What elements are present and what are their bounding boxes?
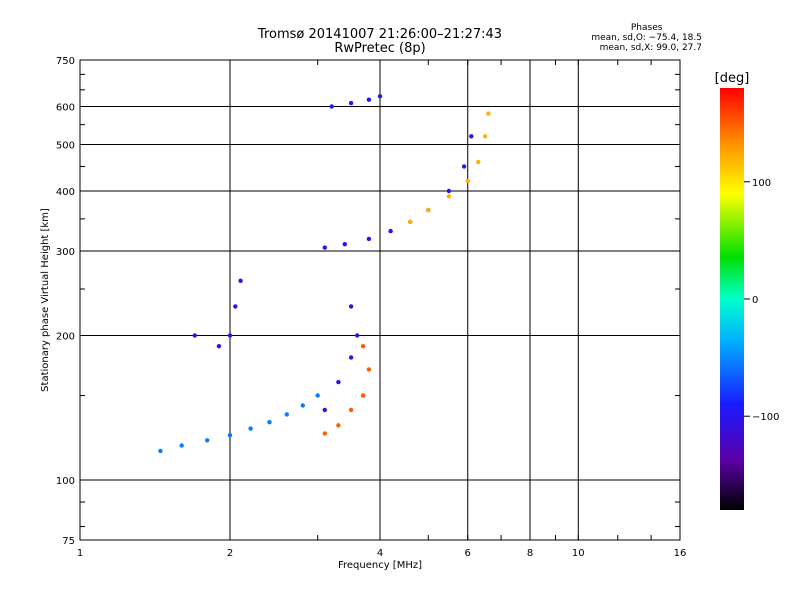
data-point	[426, 207, 431, 213]
data-point	[233, 304, 238, 309]
x-tick-label: 1	[77, 548, 83, 559]
y-tick-label: 600	[56, 103, 75, 114]
x-tick-label: 10	[572, 548, 585, 559]
data-point	[322, 245, 327, 250]
data-point	[158, 448, 163, 454]
colorbar-ticks: 100 0 −100	[744, 178, 779, 423]
data-point	[342, 242, 347, 247]
data-point	[348, 304, 354, 309]
title-line-1: Tromsø 20141007 21:26:00–21:27:43	[257, 27, 503, 42]
y-tick-label: 300	[56, 247, 75, 258]
data-point	[205, 438, 210, 443]
stats-title: Phases	[630, 23, 663, 33]
data-point	[179, 443, 184, 448]
data-point	[336, 423, 341, 428]
data-point	[227, 333, 233, 338]
data-point	[348, 355, 354, 360]
colorbar-tick-label: −100	[752, 412, 779, 423]
data-point	[360, 344, 366, 349]
stats-x-mode: mean, sd,X: 99.0, 27.7	[599, 43, 702, 53]
stats-o-mode: mean, sd,O: −75.4, 18.5	[591, 33, 702, 43]
data-point	[355, 333, 360, 338]
colorbar	[720, 88, 744, 510]
data-point	[465, 178, 470, 184]
colorbar-tick-label: 0	[752, 295, 758, 306]
data-point	[486, 111, 491, 116]
data-point	[366, 97, 372, 102]
data-point	[238, 278, 243, 283]
data-point	[408, 219, 413, 225]
data-point	[366, 367, 372, 372]
colorbar-tick-label: 100	[752, 178, 771, 189]
data-point	[388, 228, 393, 234]
x-tick-label: 6	[465, 548, 471, 559]
chart-title: Tromsø 20141007 21:26:00–21:27:43 RwPret…	[230, 28, 530, 56]
phase-stats: Phases mean, sd,O: −75.4, 18.5 mean, sd,…	[591, 23, 702, 53]
x-axis-label: Frequency [MHz]	[338, 560, 422, 571]
data-point	[329, 104, 334, 109]
y-tick-label: 750	[56, 56, 75, 67]
data-point	[315, 393, 320, 398]
data-point	[336, 379, 341, 385]
x-tick-label: 16	[674, 548, 687, 559]
data-point	[322, 431, 327, 436]
data-point	[348, 407, 354, 413]
data-point	[300, 403, 305, 408]
data-point	[248, 426, 253, 431]
data-point	[360, 393, 366, 398]
data-point	[284, 412, 289, 417]
data-point	[366, 236, 372, 242]
title-line-2: RwPretec (8p)	[334, 41, 426, 56]
x-tick-label: 8	[527, 548, 533, 559]
data-point	[482, 134, 488, 139]
data-point	[461, 164, 467, 169]
y-tick-label: 500	[56, 141, 75, 152]
x-tick-label: 4	[377, 548, 383, 559]
data-point	[322, 407, 327, 413]
colorbar-unit: [deg]	[715, 71, 750, 86]
y-tick-label: 200	[56, 332, 75, 343]
grid-lines	[80, 60, 680, 540]
y-tick-label: 400	[56, 187, 75, 198]
data-point	[446, 188, 452, 194]
data-point	[216, 344, 222, 349]
data-point	[267, 420, 272, 425]
y-tick-label: 75	[62, 536, 75, 547]
axis-ticks: 1 2 4 6 8 10 16 75 100 200 300 400 500 600 750	[56, 56, 686, 559]
y-axis-label: Stationary phase Virtual Height [km]	[40, 208, 51, 392]
data-point	[469, 134, 474, 139]
data-point	[476, 159, 481, 165]
data-point	[192, 333, 197, 338]
data-point	[348, 100, 354, 106]
data-point	[446, 194, 452, 199]
data-point	[377, 94, 383, 99]
y-tick-label: 100	[56, 476, 75, 487]
data-points	[158, 94, 491, 454]
x-tick-label: 2	[227, 548, 233, 559]
data-point	[227, 433, 233, 438]
